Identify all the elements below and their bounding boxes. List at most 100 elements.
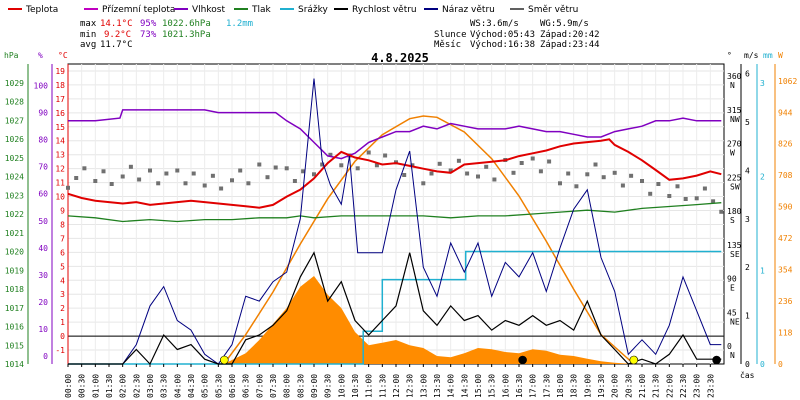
rain-tick-label: 1 [760,266,765,275]
wind-dir-point [656,182,661,186]
wind-dir-point [230,178,234,183]
sunrise-marker [220,355,229,365]
wind-dir-point [566,171,571,176]
wind-dir-point [558,181,562,186]
wind-dir-point [629,173,634,178]
axis-units: hPa % °C ° m/s mm W [4,51,783,60]
solar-tick-label: 944 [778,108,793,117]
legend: Teplota Přízemní teplota Vlhkost Tlak Sr… [8,5,578,15]
wind-dir-point [164,171,169,176]
wind-dir-tick-deg: 0 [727,342,732,351]
humidity-tick-label: 100 [34,82,49,91]
wind-dir-point [484,164,489,169]
wind-dir-tick-dir: NE [730,317,740,326]
wind-speed-line [68,251,722,366]
legend-rychlost-vetru: Rychlost větru [352,5,417,15]
moonrise-marker [518,355,527,365]
wind-dir-point [120,174,125,179]
wind-dir-point [648,191,653,196]
temperature-tick-label: 7 [60,234,65,243]
wind-dir-tick-deg: 270 [727,140,742,149]
wind-dir-point [593,162,598,167]
x-tick-label: 03:30 [160,374,169,398]
legend-prizemni-teplota: Přízemní teplota [102,5,175,15]
wind-dir-point [183,181,188,186]
stat-avg-label: avg [80,40,96,50]
solar-tick-label: 236 [778,297,793,306]
theoretical-radiation-line [223,115,635,365]
stat-max-label: max [80,19,97,29]
wind-dir-point [175,168,180,173]
x-tick-label: 13:00 [419,374,428,398]
x-tick-label: 16:30 [515,374,524,398]
temperature-tick-label: 1 [60,318,65,327]
wind-dir-point [437,161,442,166]
x-tick-label: 12:00 [392,374,401,398]
legend-tlak: Tlak [251,5,272,15]
unit-temperature: °C [58,51,68,60]
wind-dir-point [711,199,716,204]
wind-dir-tick-dir: N [730,351,735,360]
wind-dir-point [538,169,543,174]
wind-dir-point [366,150,371,155]
stat-wg: WG:5.9m/s [540,19,589,29]
wind-dir-point [74,176,79,180]
wind-dir-tick-dir: SE [730,250,740,259]
stat-moon-label: Měsíc [434,40,461,50]
temperature-tick-label: 14 [55,137,65,146]
solar-tick-label: 590 [778,203,793,212]
x-tick-label: 07:30 [269,374,278,398]
temperature-tick-label: 0 [60,332,65,341]
wind-dir-point [320,162,325,167]
wind-dir-point [312,172,316,177]
wind-dir-point [210,173,215,178]
wind-dir-point [328,152,333,157]
rain-cumulative-line [68,250,722,365]
wind-dir-point [410,163,415,168]
wind-dir-point [574,184,579,189]
x-tick-label: 21:30 [652,374,661,398]
pressure-line [67,202,722,223]
wind-dir-point [273,165,278,170]
temperature-tick-label: 19 [55,67,65,76]
x-tick-label: 13:30 [433,374,442,398]
temperature-tick-label: 2 [60,304,65,313]
wind-dir-point [148,168,152,173]
x-tick-label: 00:00 [64,374,73,398]
x-axis-label: čas [740,370,755,380]
wind-dir-point [137,177,142,182]
pressure-tick-label: 1014 [5,360,24,369]
temperature-tick-label: -1 [55,346,65,355]
solar-tick-label: 1062 [778,77,797,86]
humidity-tick-label: 30 [38,271,48,280]
wind-dir-tick-deg: 225 [727,173,742,182]
stat-sunset: Západ:20:42 [540,30,600,40]
wind-speed-tick-label: 3 [745,215,750,224]
unit-wind-speed: m/s [744,51,759,60]
wind-dir-tick-deg: 315 [727,106,742,115]
x-tick-label: 02:30 [132,374,141,398]
pressure-tick-label: 1019 [5,266,24,275]
x-tick-label: 10:00 [337,374,346,398]
wind-dir-point [156,181,161,186]
wind-dir-point [612,170,617,175]
sunset-marker [629,355,639,365]
pressure-tick-label: 1021 [5,229,24,238]
x-tick-label: 17:00 [529,374,538,398]
pressure-tick-label: 1028 [5,98,24,107]
left-axes: 1014101510161017101810191020102110221023… [5,64,69,369]
stat-min-label: min [80,30,96,40]
chart-title: 4.8.2025 [371,51,429,65]
rain-tick-label: 0 [760,360,765,369]
pressure-tick-label: 1027 [5,116,24,125]
wind-speed-tick-label: 6 [745,70,750,79]
legend-smer-vetru: Směr větru [528,5,578,15]
humidity-tick-label: 90 [38,109,48,118]
temperature-tick-label: 13 [55,151,65,160]
unit-wind-dir: ° [727,51,732,60]
wind-dir-point [109,182,114,186]
wind-dir-point [448,168,453,173]
wind-speed-tick-label: 4 [745,166,750,175]
x-tick-label: 16:00 [501,374,510,398]
x-tick-label: 05:00 [201,374,210,398]
